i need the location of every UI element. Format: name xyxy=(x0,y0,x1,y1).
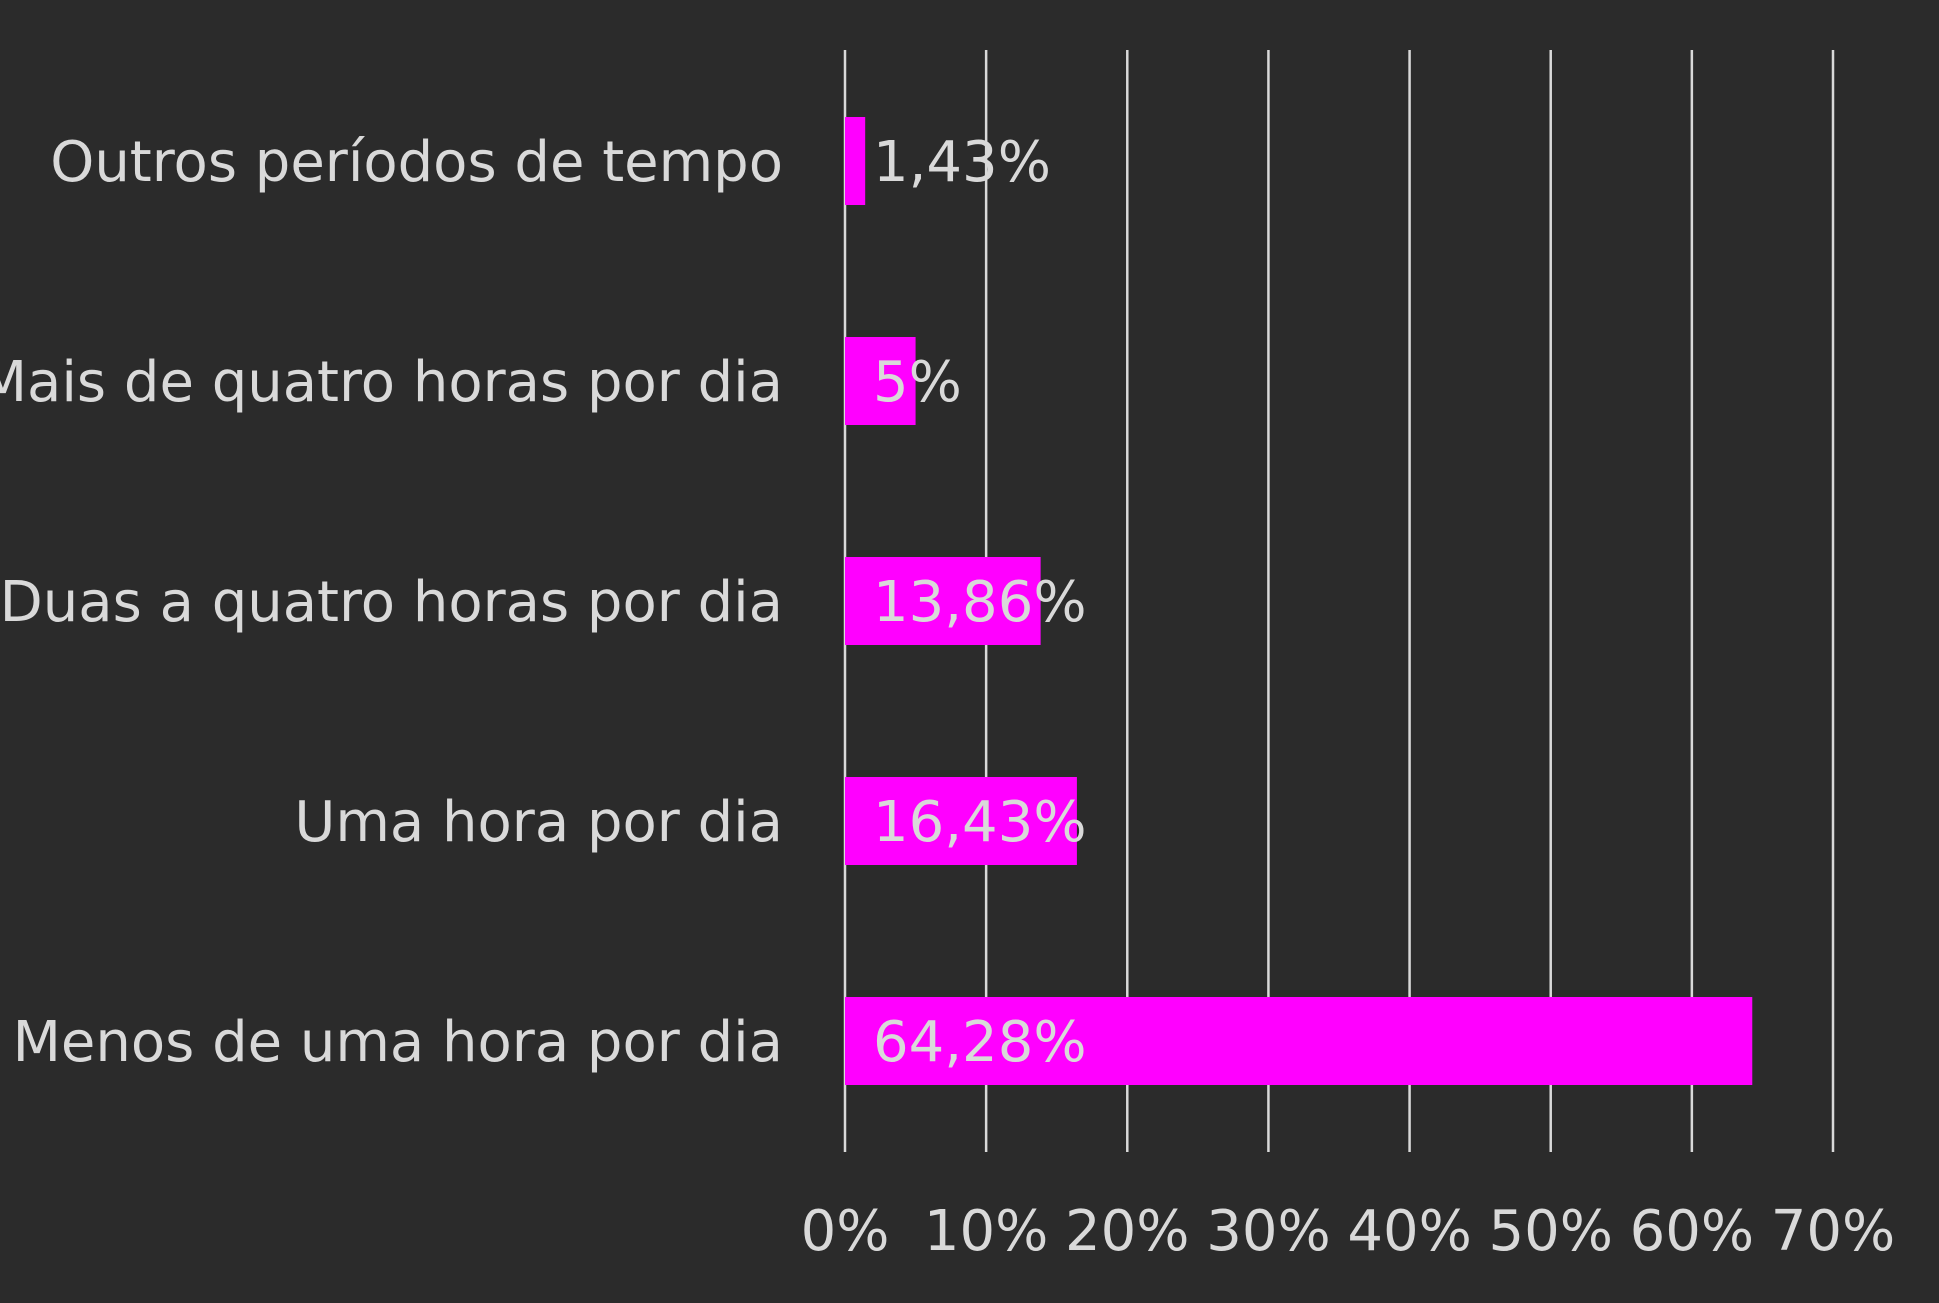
category-label-3: Uma hora por dia xyxy=(294,790,783,855)
bar-1 xyxy=(845,337,916,425)
tick-label-5: 50% xyxy=(1488,1199,1612,1264)
data-label-0: 1,43% xyxy=(873,130,1051,195)
bar-3 xyxy=(845,777,1077,865)
category-label-2: Duas a quatro horas por dia xyxy=(0,570,783,635)
tick-label-0: 0% xyxy=(801,1199,890,1264)
data-label-3: 16,43% xyxy=(873,790,1087,855)
data-labels: 1,43% 5% 13,86% 16,43% 64,28% xyxy=(873,130,1087,1075)
tick-label-4: 40% xyxy=(1347,1199,1471,1264)
tick-label-7: 70% xyxy=(1771,1199,1895,1264)
category-label-4: Menos de uma hora por dia xyxy=(13,1010,783,1075)
gridlines xyxy=(843,50,1835,1152)
category-label-0: Outros períodos de tempo xyxy=(50,130,783,195)
tick-label-1: 10% xyxy=(924,1199,1048,1264)
bar-2 xyxy=(845,557,1041,645)
tick-label-3: 30% xyxy=(1206,1199,1330,1264)
tick-label-2: 20% xyxy=(1065,1199,1189,1264)
data-label-4: 64,28% xyxy=(873,1010,1087,1075)
bars xyxy=(845,117,1753,1085)
x-axis-tick-labels: 0% 10% 20% 30% 40% 50% 60% 70% xyxy=(801,1199,1896,1264)
category-label-1: Mais de quatro horas por dia xyxy=(0,350,783,415)
bar-4 xyxy=(845,997,1753,1085)
data-label-1: 5% xyxy=(873,350,962,415)
data-label-2: 13,86% xyxy=(873,570,1087,635)
tick-label-6: 60% xyxy=(1630,1199,1754,1264)
category-labels: Outros períodos de tempo Mais de quatro h… xyxy=(0,130,783,1075)
bar-0 xyxy=(845,117,866,205)
